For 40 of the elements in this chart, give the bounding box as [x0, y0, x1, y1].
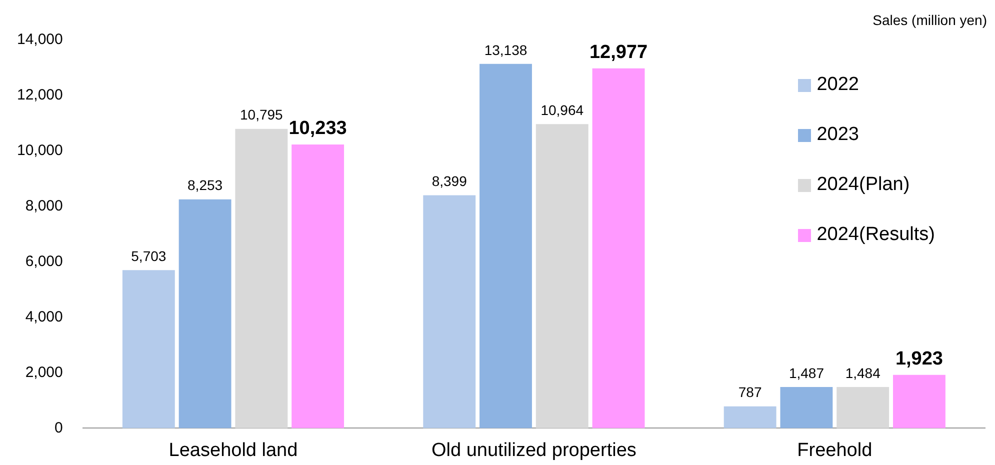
legend-label: 2023	[816, 124, 859, 146]
data-label: 1,923	[895, 348, 943, 370]
data-label: 5,703	[131, 248, 166, 264]
y-tick-label: 14,000	[16, 31, 63, 48]
y-tick-label: 2,000	[25, 364, 63, 381]
bar	[536, 124, 588, 428]
bar	[724, 406, 776, 428]
bar	[780, 386, 833, 428]
data-label: 787	[738, 384, 762, 400]
data-label: 10,964	[540, 102, 584, 118]
x-tick-label: Freehold	[797, 440, 872, 461]
bar	[235, 128, 288, 428]
y-tick-label: 12,000	[16, 86, 63, 104]
y-tick-label: 4,000	[25, 308, 63, 326]
bar	[592, 68, 645, 428]
data-label: 1,484	[845, 364, 881, 381]
y-tick-label: 8,000	[25, 198, 63, 215]
data-label: 13,138	[484, 42, 528, 58]
data-label: 1,487	[788, 364, 824, 381]
bar	[836, 387, 890, 428]
legend-label: 2024(Results)	[816, 224, 935, 246]
data-label: 8,253	[188, 177, 223, 194]
bar	[292, 144, 344, 428]
y-tick-label: 0	[54, 419, 63, 436]
y-tick-label: 6,000	[25, 252, 63, 270]
bar	[178, 199, 232, 428]
bar	[423, 195, 476, 428]
data-label: 10,233	[288, 118, 347, 140]
data-label: 12,977	[589, 42, 648, 64]
x-tick-label: Old unutilized properties	[431, 440, 636, 461]
legend-label: 2024(Plan)	[816, 174, 910, 196]
y-tick-label: 10,000	[16, 142, 63, 160]
x-tick-label: Leasehold land	[168, 440, 298, 461]
data-label: 8,399	[432, 173, 468, 190]
legend-label: 2022	[816, 74, 859, 96]
bar	[122, 270, 175, 428]
bar	[893, 374, 946, 428]
data-label: 10,795	[240, 106, 284, 123]
bar	[480, 64, 532, 428]
y-axis-title: Sales (million yen)	[872, 12, 987, 28]
